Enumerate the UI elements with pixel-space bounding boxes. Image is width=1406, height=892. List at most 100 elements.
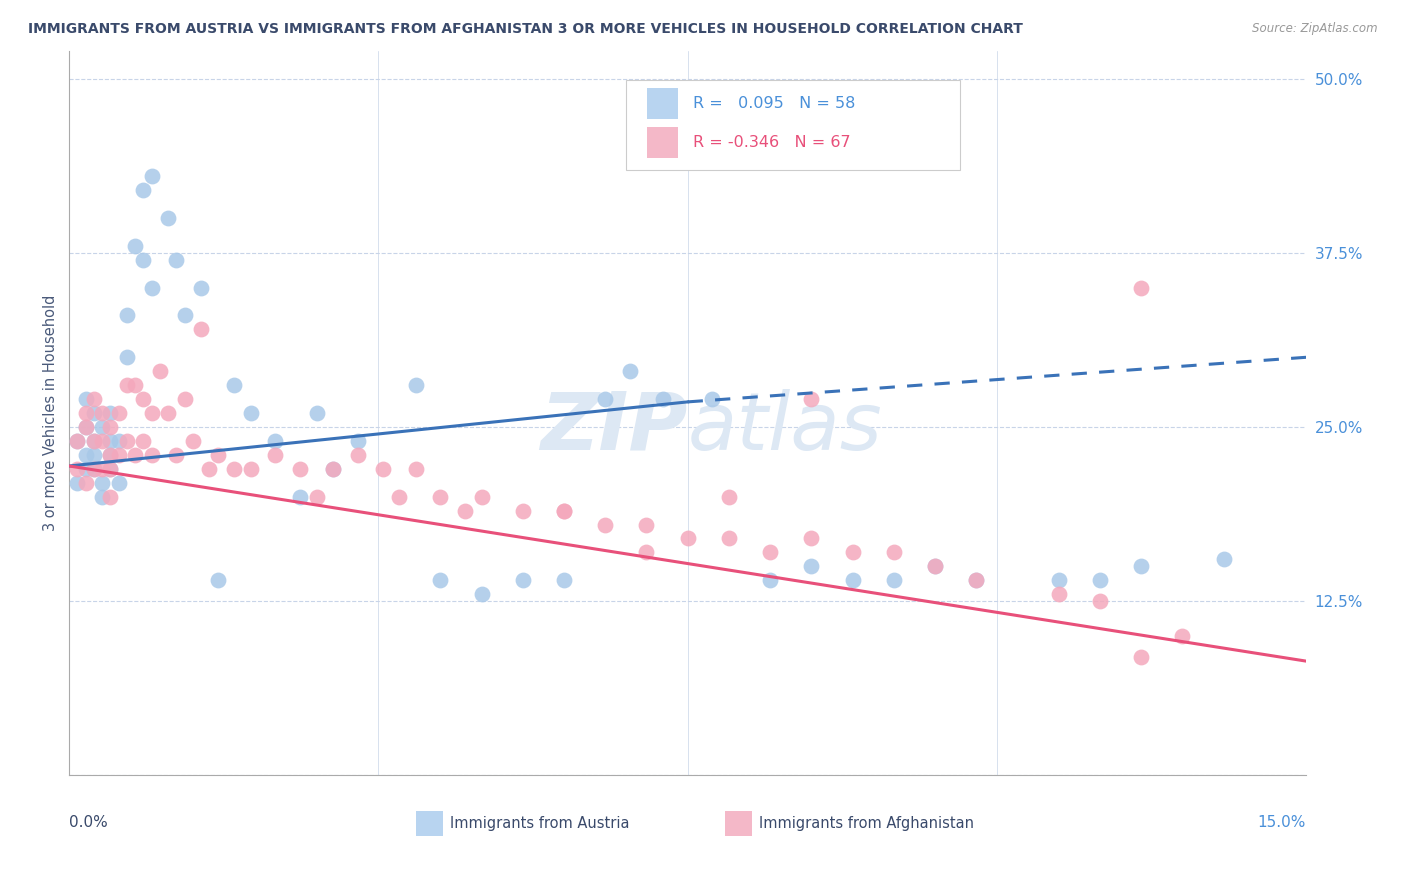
Point — [91, 475, 114, 490]
Point — [124, 239, 146, 253]
Point — [1130, 280, 1153, 294]
Point — [100, 406, 122, 420]
Point — [173, 392, 195, 406]
Point — [132, 252, 155, 267]
Point — [924, 559, 946, 574]
Point — [83, 462, 105, 476]
Point — [132, 183, 155, 197]
Point — [1130, 559, 1153, 574]
Point — [1047, 574, 1070, 588]
Point — [224, 462, 246, 476]
Point — [91, 434, 114, 448]
Point — [717, 490, 740, 504]
Point — [66, 434, 89, 448]
Point — [100, 434, 122, 448]
Point — [83, 448, 105, 462]
Point — [1212, 552, 1234, 566]
Point — [75, 475, 97, 490]
Point — [553, 503, 575, 517]
Point — [676, 532, 699, 546]
Point — [924, 559, 946, 574]
Point — [1047, 587, 1070, 601]
Point — [841, 574, 863, 588]
Point — [91, 462, 114, 476]
Point — [619, 364, 641, 378]
Text: Immigrants from Afghanistan: Immigrants from Afghanistan — [759, 815, 974, 830]
Point — [322, 462, 344, 476]
Point — [800, 532, 823, 546]
Point — [83, 434, 105, 448]
Point — [115, 351, 138, 365]
Point — [553, 574, 575, 588]
Point — [676, 128, 699, 142]
Point — [800, 559, 823, 574]
Point — [190, 322, 212, 336]
Point — [83, 434, 105, 448]
Point — [405, 462, 427, 476]
Point — [388, 490, 411, 504]
Text: 0.0%: 0.0% — [69, 815, 108, 830]
Point — [100, 420, 122, 434]
Point — [157, 211, 180, 225]
Point — [91, 490, 114, 504]
Y-axis label: 3 or more Vehicles in Household: 3 or more Vehicles in Household — [44, 295, 58, 532]
Point — [107, 406, 129, 420]
Point — [141, 448, 163, 462]
Point — [149, 364, 172, 378]
Point — [100, 490, 122, 504]
Point — [346, 434, 368, 448]
Point — [305, 406, 328, 420]
Point — [305, 490, 328, 504]
Point — [965, 574, 987, 588]
Point — [66, 475, 89, 490]
Point — [288, 462, 311, 476]
Point — [405, 378, 427, 392]
Point — [512, 503, 534, 517]
Point — [132, 392, 155, 406]
Point — [800, 392, 823, 406]
Point — [173, 309, 195, 323]
Point — [75, 420, 97, 434]
Point — [965, 574, 987, 588]
Point — [512, 574, 534, 588]
Point — [1130, 649, 1153, 664]
Point — [115, 309, 138, 323]
Point — [346, 448, 368, 462]
Point — [165, 448, 187, 462]
Point — [141, 406, 163, 420]
Text: IMMIGRANTS FROM AUSTRIA VS IMMIGRANTS FROM AFGHANISTAN 3 OR MORE VEHICLES IN HOU: IMMIGRANTS FROM AUSTRIA VS IMMIGRANTS FR… — [28, 22, 1024, 37]
Point — [239, 462, 262, 476]
Point — [107, 448, 129, 462]
Point — [181, 434, 204, 448]
Point — [883, 545, 905, 559]
Text: Immigrants from Austria: Immigrants from Austria — [450, 815, 630, 830]
Point — [207, 448, 229, 462]
Point — [75, 462, 97, 476]
Point — [124, 448, 146, 462]
Point — [83, 462, 105, 476]
Point — [841, 545, 863, 559]
Point — [83, 392, 105, 406]
Point — [636, 545, 658, 559]
Point — [100, 462, 122, 476]
Point — [91, 420, 114, 434]
Point — [115, 378, 138, 392]
Point — [636, 517, 658, 532]
Point — [124, 378, 146, 392]
Point — [75, 406, 97, 420]
Point — [288, 490, 311, 504]
FancyBboxPatch shape — [647, 88, 678, 119]
Point — [100, 462, 122, 476]
Point — [593, 517, 616, 532]
Point — [322, 462, 344, 476]
Point — [207, 574, 229, 588]
FancyBboxPatch shape — [724, 811, 752, 836]
Point — [66, 434, 89, 448]
Point — [429, 490, 451, 504]
Text: atlas: atlas — [688, 389, 883, 467]
Point — [141, 169, 163, 183]
Point — [470, 490, 492, 504]
Point — [702, 392, 724, 406]
Point — [115, 434, 138, 448]
Point — [75, 392, 97, 406]
